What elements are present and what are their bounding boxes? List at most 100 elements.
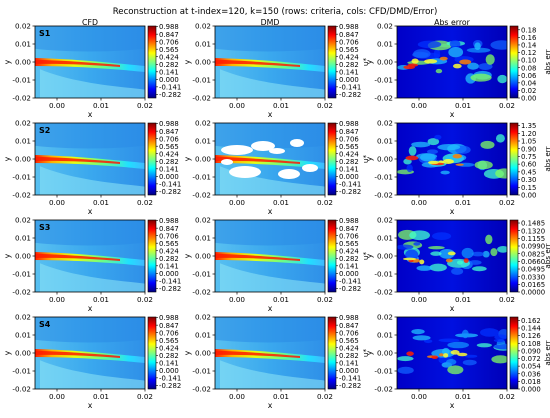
error-blob: [474, 42, 481, 51]
colorbar-tick-label: 0.282: [159, 61, 179, 69]
error-blob: [480, 140, 495, 149]
y-tick-label: 0.01: [15, 137, 31, 146]
jet-core: [215, 59, 300, 67]
jet-core: [215, 253, 300, 261]
colorbar-tick-label: 0.90: [521, 145, 536, 153]
field-plot-6: [34, 219, 146, 293]
colorbar-tick-label: 0.036: [521, 370, 541, 378]
lower-flow-region: [220, 69, 325, 98]
y-tick-label: 0.00: [15, 349, 31, 358]
colorbar-tick-label: 0.0000: [521, 289, 545, 297]
error-blob: [478, 63, 493, 70]
y-tick-label: -0.01: [192, 173, 211, 182]
y-tick-label: -0.01: [12, 173, 31, 182]
colorbar-tick-label: 0.30: [521, 176, 536, 184]
error-blob: [447, 365, 464, 375]
error-blob: [429, 263, 447, 272]
colorbar-tick-label: 0.000: [339, 173, 359, 181]
field-plot-10: [214, 316, 326, 390]
colorbar-tick-label: 0.282: [159, 255, 179, 263]
x-tick-label: 0.00: [411, 198, 427, 207]
y-tick-label: 0.02: [15, 22, 31, 31]
x-tick-label: 0.01: [93, 101, 109, 110]
error-blob: [493, 343, 507, 350]
error-blob: [464, 354, 478, 358]
x-tick-label: 0.00: [411, 101, 427, 110]
error-hotspot: [439, 353, 444, 357]
x-tick-label: 0.00: [411, 295, 427, 304]
y-tick-label: -0.02: [192, 288, 211, 297]
colorbar-tick-label: 0.847: [339, 31, 359, 39]
error-hotspot: [403, 65, 416, 70]
error-blob: [451, 267, 464, 275]
colorbar-label: abs err: [543, 340, 550, 365]
error-hotspot: [455, 163, 464, 166]
x-axis-label: x: [268, 401, 273, 410]
x-tick-label: 0.02: [499, 198, 515, 207]
y-tick-label: -0.01: [192, 367, 211, 376]
upper-flow-region: [35, 123, 145, 149]
colorbar: [509, 219, 519, 293]
x-tick-label: 0.01: [455, 295, 471, 304]
colorbar-tick-label: 0.847: [339, 128, 359, 136]
error-hotspot: [424, 59, 438, 64]
error-blob: [474, 160, 493, 170]
error-blob: [467, 62, 479, 70]
error-blob: [471, 251, 485, 257]
colorbar-tick-label: 0.565: [159, 143, 179, 151]
error-blob: [397, 366, 414, 374]
y-tick-label: -0.02: [12, 288, 31, 297]
colorbar-tick-label: 0.0495: [521, 266, 545, 274]
error-blob: [434, 134, 442, 140]
y-tick-label: 0.02: [377, 216, 393, 225]
colorbar-tick-label: 0.706: [339, 135, 359, 143]
y-tick-label: 0.02: [195, 216, 211, 225]
error-hotspot: [431, 355, 439, 359]
y-tick-label: 0.02: [15, 313, 31, 322]
error-blob: [466, 47, 491, 53]
y-tick-label: -0.02: [374, 288, 393, 297]
colorbar-tick-label: 0.12: [521, 49, 536, 57]
colorbar-tick-label: 0.04: [521, 79, 536, 87]
colorbar-tick-label: 0.0660: [521, 258, 545, 266]
error-blob: [479, 328, 500, 337]
error-layer: [397, 123, 507, 195]
colorbar-tick-label: 0.000: [339, 367, 359, 375]
colorbar-tick-label: 0.424: [159, 247, 179, 255]
x-axis-label: x: [268, 110, 273, 119]
field-plot-1: [214, 25, 326, 99]
jet-core: [215, 350, 300, 358]
colorbar-tick-label: 0.706: [339, 329, 359, 337]
error-blob: [439, 249, 455, 259]
x-tick-label: 0.02: [317, 101, 333, 110]
colorbar-tick-label: 0.565: [159, 337, 179, 345]
colorbar-tick-label: 1.05: [521, 138, 536, 146]
colorbar-tick-label: 0.000: [339, 76, 359, 84]
colorbar-tick-label: 0.988: [159, 120, 179, 128]
column-title: Abs error: [434, 18, 470, 27]
colorbar-tick-label: 0.08: [521, 64, 536, 72]
error-blob: [435, 68, 443, 74]
y-axis-label: y: [365, 350, 374, 355]
colorbar: [327, 25, 337, 99]
colorbar-tick-label: 0.282: [159, 158, 179, 166]
colorbar-label: abs err: [543, 243, 550, 268]
colorbar-tick-label: 0.14: [521, 42, 536, 50]
error-blob: [461, 329, 469, 339]
y-tick-label: -0.02: [374, 191, 393, 200]
error-hotspot: [450, 350, 460, 355]
error-blob: [495, 134, 505, 143]
y-tick-label: -0.01: [12, 270, 31, 279]
x-tick-label: 0.00: [229, 101, 245, 110]
colorbar-tick-label: -0.141: [339, 374, 361, 382]
y-tick-label: 0.00: [195, 349, 211, 358]
x-axis-label: x: [450, 207, 455, 216]
y-tick-label: -0.01: [12, 76, 31, 85]
jet-core: [215, 156, 300, 164]
error-blob: [411, 328, 425, 335]
colorbar-label: u*: [361, 252, 370, 261]
colorbar-tick-label: 0.847: [159, 322, 179, 330]
error-hotspot: [405, 155, 419, 161]
x-axis-label: x: [450, 304, 455, 313]
colorbar-tick-label: 0.988: [339, 23, 359, 31]
